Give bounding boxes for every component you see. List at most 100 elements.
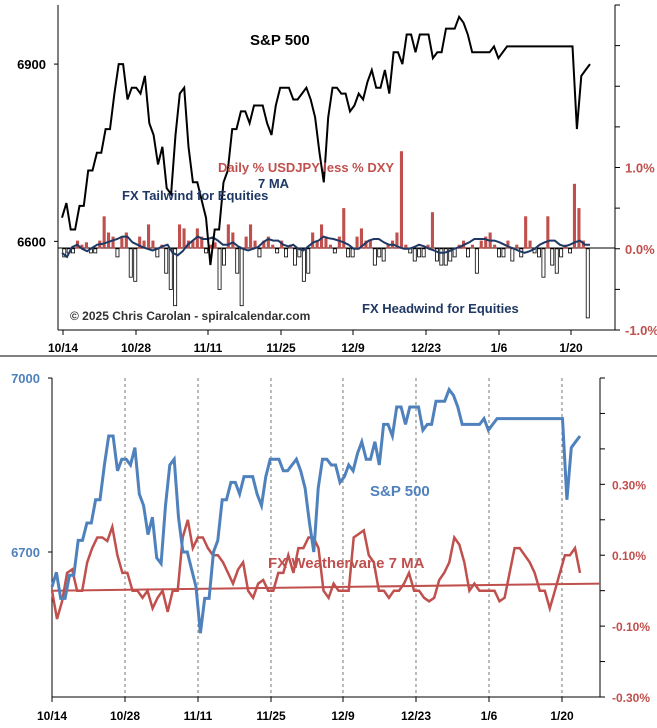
usdjpy-bar	[470, 244, 474, 249]
usdjpy-bar	[412, 248, 417, 262]
usdjpy-bar	[372, 248, 377, 266]
usdjpy-bar	[386, 244, 390, 249]
usdjpy-bar	[332, 248, 337, 254]
usdjpy-bar	[191, 240, 195, 249]
usdjpy-bar	[342, 208, 346, 249]
usdjpy-bar	[506, 240, 510, 249]
usdjpy-bar	[244, 236, 248, 249]
usdjpy-bar	[257, 248, 262, 258]
usdjpy-bar	[311, 232, 315, 249]
usdjpy-bar	[271, 244, 275, 249]
usdjpy-bar	[262, 240, 266, 249]
usdjpy-bar	[524, 216, 528, 249]
usdjpy-bar	[217, 248, 222, 290]
usdjpy-bar	[120, 236, 124, 249]
usdjpy-bar	[572, 183, 576, 249]
usdjpy-bar	[284, 248, 288, 258]
usdjpy-bar	[350, 248, 355, 258]
left-tick-label: 7000	[11, 371, 40, 386]
usdjpy-bar	[142, 240, 146, 249]
top-tailwind-label: FX Tailwind for Equities	[122, 188, 268, 203]
usdjpy-bar	[71, 248, 75, 254]
usdjpy-bar	[168, 248, 173, 290]
right-tick-label: 0.0%	[625, 242, 655, 257]
usdjpy-bar	[497, 248, 501, 258]
usdjpy-bar	[239, 248, 244, 307]
usdjpy-bar	[546, 216, 550, 249]
top-usdjpy-label: Daily % USDJPY less % DXY	[218, 160, 394, 175]
bottom-spx-line	[50, 386, 582, 634]
top-ma-label: 7 MA	[258, 176, 290, 191]
usdjpy-bar	[434, 248, 439, 262]
right-tick-label: 1.0%	[625, 161, 655, 176]
usdjpy-bar	[355, 236, 359, 249]
x-tick-label: 10/28	[121, 341, 151, 355]
usdjpy-bar	[107, 232, 111, 249]
bottom-left-ticks: 6700 7000	[11, 371, 52, 560]
usdjpy-bar	[510, 248, 515, 262]
usdjpy-bar	[80, 244, 84, 249]
usdjpy-bar	[84, 242, 88, 249]
left-tick-label: 6700	[11, 545, 40, 560]
top-chart: 6600 6900 1.0% 0.0% -1.0% 10/14 10/28 11/11 11…	[17, 4, 657, 355]
usdjpy-bar	[377, 248, 382, 258]
usdjpy-bar	[195, 228, 199, 249]
copyright-label: © 2025 Chris Carolan - spiralcalendar.co…	[70, 309, 310, 323]
usdjpy-bar	[448, 248, 453, 262]
x-tick-label: 1/20	[559, 341, 583, 355]
usdjpy-bar	[568, 248, 572, 254]
top-ma-line	[61, 235, 590, 259]
bottom-trend-line	[51, 582, 601, 592]
usdjpy-bar	[443, 248, 448, 266]
usdjpy-bar	[381, 248, 386, 262]
x-tick-label: 11/25	[256, 709, 286, 723]
right-tick-label: 0.30%	[612, 478, 646, 492]
usdjpy-bar	[493, 244, 497, 249]
usdjpy-bar	[537, 248, 541, 258]
usdjpy-bar	[439, 248, 444, 266]
x-tick-label: 12/23	[401, 709, 431, 723]
x-tick-label: 1/6	[491, 341, 508, 355]
x-tick-label: 1/6	[481, 709, 498, 723]
usdjpy-bar	[138, 236, 142, 249]
usdjpy-bar	[292, 248, 297, 266]
usdjpy-bar	[249, 224, 253, 249]
x-tick-label: 11/11	[184, 709, 213, 723]
usdjpy-bar	[404, 244, 408, 249]
usdjpy-bar	[324, 236, 328, 249]
x-tick-label: 11/25	[266, 341, 296, 355]
usdjpy-bar	[115, 248, 120, 258]
usdjpy-bar	[231, 232, 235, 249]
x-tick-label: 10/28	[110, 709, 140, 723]
usdjpy-bar	[128, 248, 133, 278]
top-headwind-label: FX Headwind for Equities	[362, 301, 519, 316]
usdjpy-bar	[182, 228, 186, 249]
usdjpy-bar	[213, 242, 217, 249]
usdjpy-bar	[266, 236, 270, 249]
bottom-vane-line	[50, 519, 582, 620]
usdjpy-bar	[111, 236, 115, 249]
x-tick-label: 12/9	[331, 709, 355, 723]
usdjpy-bar	[515, 244, 519, 249]
usdjpy-bar	[253, 240, 257, 249]
top-usdjpy-bars	[62, 151, 590, 319]
x-tick-label: 1/20	[550, 709, 574, 723]
usdjpy-bar	[364, 240, 368, 249]
usdjpy-bar	[147, 224, 151, 249]
top-right-ticks: 1.0% 0.0% -1.0%	[615, 4, 657, 338]
usdjpy-bar	[204, 248, 209, 254]
usdjpy-bar	[209, 244, 213, 249]
usdjpy-bar	[315, 240, 319, 249]
usdjpy-bar	[359, 228, 363, 249]
usdjpy-bar	[554, 248, 559, 274]
right-tick-label: 0.10%	[612, 549, 646, 563]
bottom-x-ticks: 10/14 10/28 11/11 11/25 12/9 12/23 1/6 1/20	[37, 697, 574, 723]
usdjpy-bar	[235, 248, 240, 274]
x-tick-label: 12/9	[341, 341, 365, 355]
usdjpy-bar	[541, 248, 546, 278]
bottom-spx-label: S&P 500	[370, 483, 430, 500]
usdjpy-bar	[328, 244, 332, 249]
top-chart-title: S&P 500	[250, 32, 310, 49]
right-tick-label: -1.0%	[625, 323, 657, 338]
